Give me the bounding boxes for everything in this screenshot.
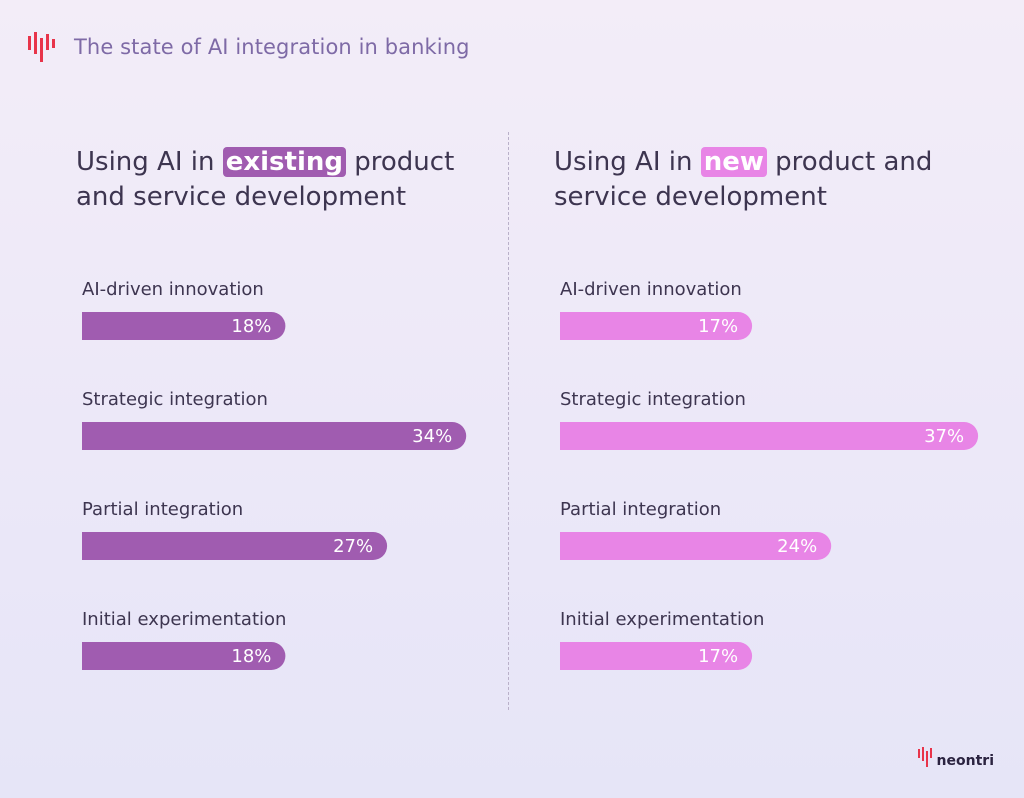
category-label: Strategic integration [560, 389, 746, 410]
title-highlight: existing [222, 147, 346, 177]
bar [560, 422, 979, 450]
bar [560, 532, 832, 560]
category-label: Partial integration [560, 499, 721, 520]
chart-new: AI-driven innovation 17% Strategic integra… [560, 276, 980, 676]
header: The state of AI integration in banking [26, 30, 470, 64]
bar [560, 642, 753, 670]
bar [82, 642, 286, 670]
category-label: Initial experimentation [560, 609, 764, 630]
value-label: 18% [231, 316, 271, 337]
value-label: 27% [333, 536, 373, 557]
bar [82, 422, 467, 450]
value-label: 24% [777, 536, 817, 557]
neontri-logo-icon [917, 747, 932, 767]
chart-existing: AI-driven innovation 18% Strategic integra… [82, 276, 502, 676]
value-label: 17% [698, 646, 738, 667]
panel-new: Using AI in new product and service deve… [554, 145, 974, 215]
bar [82, 312, 286, 340]
value-label: 17% [698, 316, 738, 337]
value-label: 37% [924, 426, 964, 447]
panel-title-existing: Using AI in existing product and service… [76, 145, 496, 215]
category-label: Initial experimentation [82, 609, 286, 630]
category-label: AI-driven innovation [82, 279, 264, 300]
bar [82, 532, 388, 560]
bar-chart-existing: AI-driven innovation 18% Strategic integra… [82, 279, 467, 670]
value-label: 18% [231, 646, 271, 667]
title-highlight: new [700, 147, 767, 177]
title-suffix: product and service development [554, 147, 933, 212]
brand-name: neontri [936, 753, 994, 769]
title-prefix: Using AI in [76, 147, 215, 177]
title-prefix: Using AI in [554, 147, 693, 177]
title-suffix: product and service development [76, 147, 455, 212]
brand-footer: neontri [917, 746, 994, 768]
category-label: Strategic integration [82, 389, 268, 410]
panel-existing: Using AI in existing product and service… [76, 145, 496, 215]
page-title: The state of AI integration in banking [74, 35, 470, 59]
category-label: Partial integration [82, 499, 243, 520]
panel-title-new: Using AI in new product and service deve… [554, 145, 974, 215]
neontri-logo-icon [28, 32, 55, 62]
bar [560, 312, 753, 340]
value-label: 34% [412, 426, 452, 447]
bar-chart-new: AI-driven innovation 17% Strategic integra… [560, 279, 979, 670]
category-label: AI-driven innovation [560, 279, 742, 300]
column-divider [508, 132, 509, 710]
